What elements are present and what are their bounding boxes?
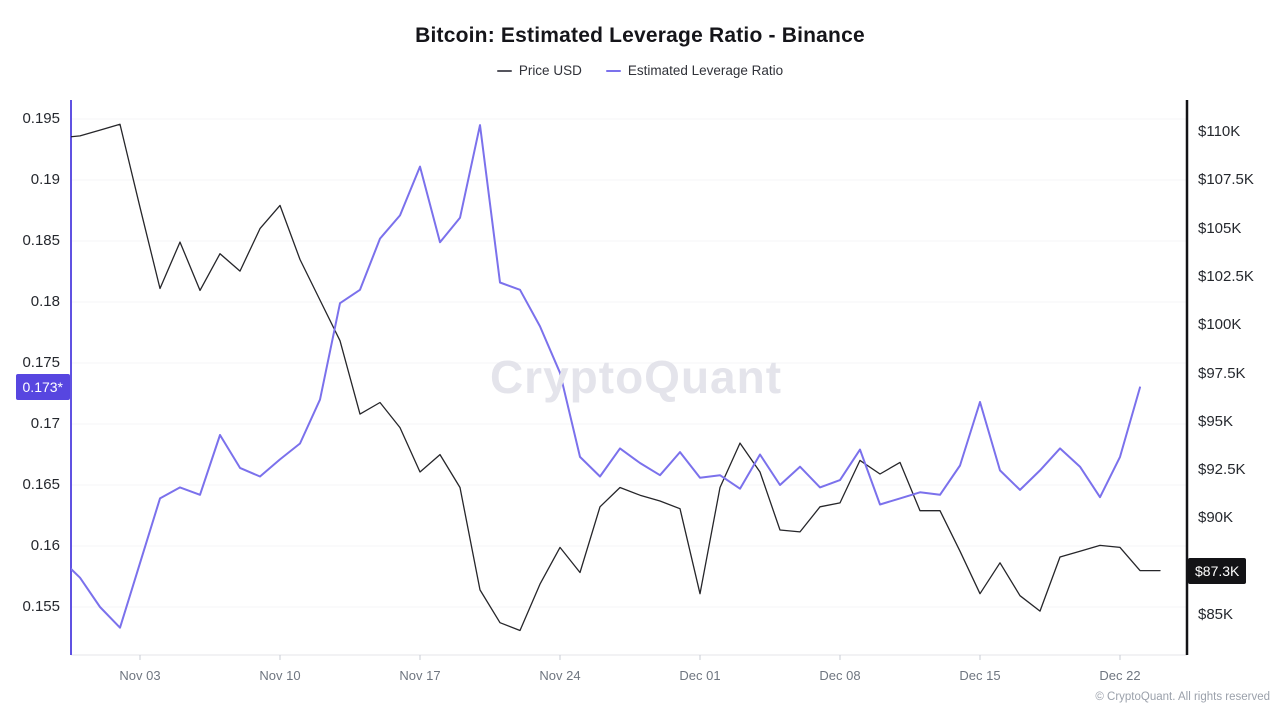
copyright-notice: © CryptoQuant. All rights reserved: [1095, 691, 1270, 703]
chart-title: Bitcoin: Estimated Leverage Ratio - Bina…: [415, 24, 865, 47]
legend-item[interactable]: Price USD: [496, 63, 582, 78]
legend-dash-icon: [496, 69, 512, 72]
chart-legend: Price USD Estimated Leverage Ratio: [0, 63, 1280, 78]
price-line: [71, 123, 1161, 632]
legend-dash-icon: [605, 69, 621, 72]
legend-item[interactable]: Estimated Leverage Ratio: [605, 63, 784, 78]
legend-label: Estimated Leverage Ratio: [627, 63, 784, 78]
leverage-current-value-badge: 0.173*: [15, 374, 70, 401]
leverage-ratio-line: [71, 124, 1141, 629]
price-current-value-badge: $87.3K: [1188, 557, 1247, 584]
legend-label: Price USD: [518, 63, 582, 78]
